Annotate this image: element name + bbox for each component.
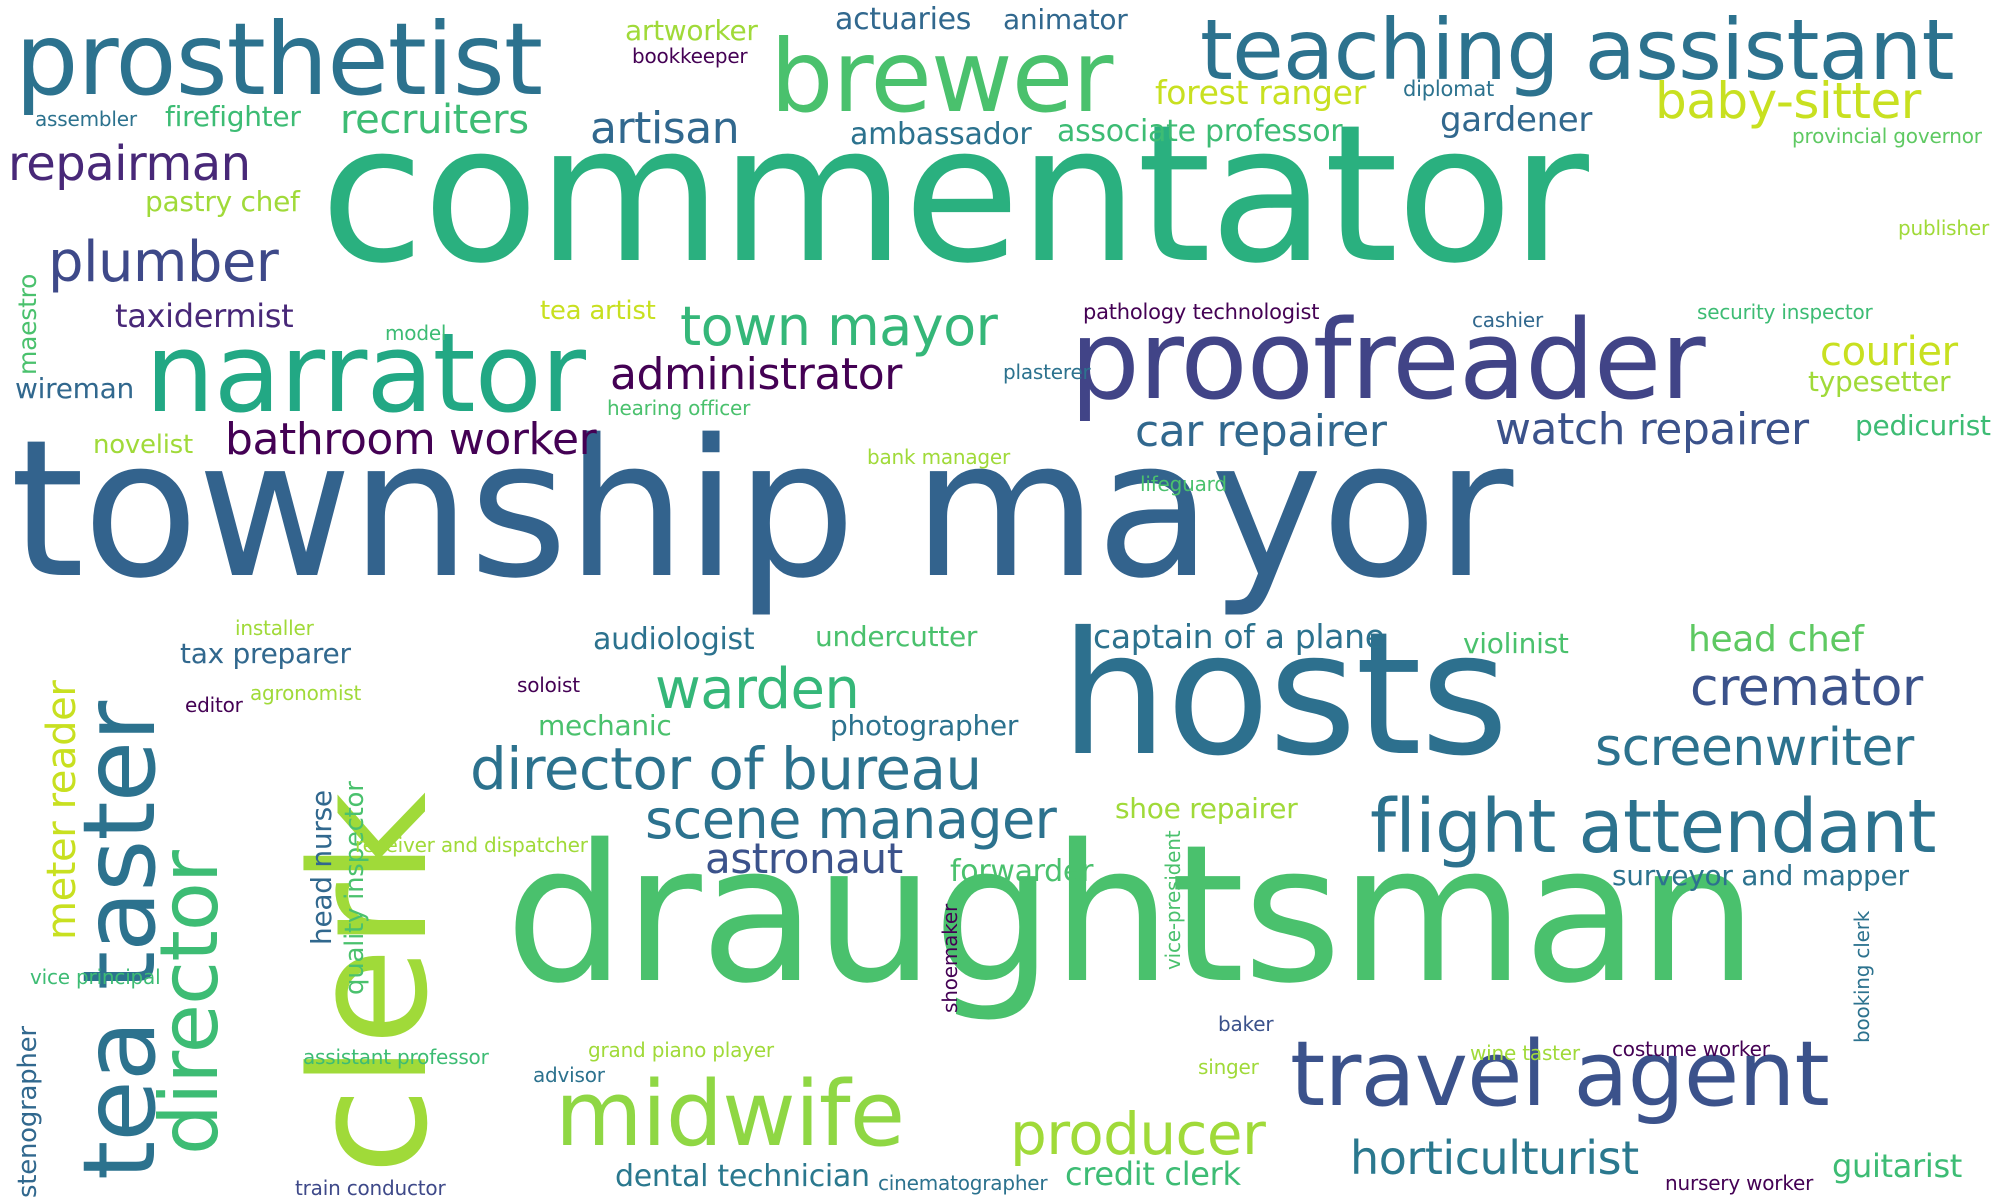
- word-receiver-and-dispatcher: receiver and dispatcher: [355, 833, 588, 857]
- word-novelist: novelist: [93, 430, 193, 460]
- word-pathology-technologist: pathology technologist: [1083, 300, 1320, 324]
- word-director: director: [143, 850, 236, 1155]
- word-head-chef: head chef: [1688, 619, 1864, 660]
- word-forest-ranger: forest ranger: [1155, 73, 1366, 112]
- word-undercutter: undercutter: [815, 620, 978, 653]
- word-plasterer: plasterer: [1003, 360, 1091, 384]
- word-proofreader: proofreader: [1070, 296, 1706, 424]
- word-actuaries: actuaries: [835, 2, 972, 37]
- word-bank-manager: bank manager: [867, 445, 1011, 469]
- word-township-mayor: township mayor: [10, 399, 1513, 620]
- word-bookkeeper: bookkeeper: [632, 44, 748, 68]
- word-mechanic: mechanic: [538, 709, 672, 742]
- word-advisor: advisor: [533, 1063, 605, 1087]
- word-commentator: commentator: [320, 84, 1589, 305]
- word-hosts: hosts: [1060, 596, 1509, 794]
- word-stenographer: stenographer: [13, 1026, 43, 1198]
- word-shoemaker: shoemaker: [938, 904, 962, 1013]
- word-soloist: soloist: [517, 673, 580, 697]
- word-cashier: cashier: [1472, 308, 1544, 332]
- word-baker: baker: [1218, 1012, 1274, 1036]
- word-cremator: cremator: [1690, 658, 1923, 718]
- word-tax-preparer: tax preparer: [180, 637, 351, 670]
- word-nursery-worker: nursery worker: [1665, 1171, 1814, 1195]
- word-head-nurse: head nurse: [305, 790, 338, 945]
- word-draughtsman: draughtsman: [505, 804, 1758, 1025]
- word-watch-repairer: watch repairer: [1495, 404, 1809, 455]
- word-editor: editor: [185, 693, 243, 717]
- word-diplomat: diplomat: [1403, 77, 1495, 101]
- word-artisan: artisan: [590, 103, 740, 154]
- word-baby-sitter: baby-sitter: [1655, 72, 1921, 130]
- word-violinist: violinist: [1463, 627, 1569, 660]
- word-hearing-officer: hearing officer: [607, 396, 751, 420]
- word-installer: installer: [235, 616, 314, 640]
- word-surveyor-and-mapper: surveyor and mapper: [1612, 859, 1909, 892]
- word-credit-clerk: credit clerk: [1065, 1155, 1241, 1193]
- word-costume-worker: costume worker: [1612, 1037, 1770, 1061]
- word-taxidermist: taxidermist: [115, 297, 294, 335]
- word-grand-piano-player: grand piano player: [588, 1038, 774, 1062]
- word-director-of-bureau: director of bureau: [470, 735, 982, 803]
- word-screenwriter: screenwriter: [1595, 718, 1914, 778]
- word-train-conductor: train conductor: [295, 1176, 446, 1200]
- word-repairman: repairman: [8, 136, 251, 192]
- word-audiologist: audiologist: [593, 622, 755, 657]
- word-cinematographer: cinematographer: [878, 1171, 1048, 1195]
- word-pastry-chef: pastry chef: [145, 185, 300, 218]
- word-typesetter: typesetter: [1808, 365, 1951, 398]
- word-guitarist: guitarist: [1832, 1147, 1963, 1185]
- word-midwife: midwife: [555, 1062, 905, 1167]
- word-teaching-assistant: teaching assistant: [1200, 1, 1955, 99]
- word-wine-taster: wine taster: [1470, 1041, 1580, 1065]
- word-shoe-repairer: shoe repairer: [1115, 792, 1298, 825]
- word-warden: warden: [655, 657, 860, 722]
- word-horticulturist: horticulturist: [1350, 1131, 1639, 1185]
- word-assembler: assembler: [35, 107, 137, 131]
- word-vice-principal: vice principal: [30, 965, 161, 989]
- word-meter-reader: meter reader: [39, 680, 85, 940]
- word-dental-technician: dental technician: [615, 1159, 870, 1194]
- word-assistant-professor: assistant professor: [303, 1045, 489, 1069]
- word-plumber: plumber: [48, 230, 279, 295]
- word-quality-inspector: quality inspector: [340, 781, 370, 995]
- word-courier: courier: [1820, 329, 1958, 375]
- word-maestro: maestro: [13, 273, 42, 375]
- word-astronaut: astronaut: [705, 834, 903, 883]
- word-associate-professor: associate professor: [1057, 114, 1343, 149]
- word-prosthetist: prosthetist: [15, 1, 543, 118]
- word-provincial-governor: provincial governor: [1792, 124, 1982, 148]
- word-forwarder: forwarder: [950, 854, 1094, 889]
- word-recruiters: recruiters: [340, 97, 529, 143]
- word-administrator: administrator: [610, 349, 902, 400]
- word-pedicurist: pedicurist: [1855, 409, 1991, 442]
- word-ambassador: ambassador: [850, 117, 1032, 152]
- word-scene-manager: scene manager: [645, 788, 1057, 851]
- word-singer: singer: [1198, 1055, 1259, 1079]
- word-town-mayor: town mayor: [680, 295, 998, 358]
- word-tea-artist: tea artist: [540, 296, 656, 326]
- word-flight-attendant: flight attendant: [1370, 784, 1937, 870]
- word-animator: animator: [1003, 3, 1128, 36]
- word-agronomist: agronomist: [250, 681, 362, 705]
- word-producer: producer: [1010, 1100, 1266, 1168]
- word-security-inspector: security inspector: [1697, 300, 1873, 324]
- word-lifeguard: lifeguard: [1140, 472, 1227, 496]
- word-narrator: narrator: [145, 309, 586, 437]
- word-artworker: artworker: [625, 14, 758, 47]
- word-captain-of-a-plane: captain of a plane: [1093, 617, 1385, 656]
- word-travel-agent: travel agent: [1290, 1022, 1830, 1127]
- word-photographer: photographer: [830, 709, 1019, 742]
- word-wireman: wireman: [15, 372, 135, 405]
- word-firefighter: firefighter: [165, 100, 301, 133]
- word-gardener: gardener: [1440, 100, 1593, 140]
- word-publisher: publisher: [1898, 216, 1990, 240]
- word-booking-clerk: booking clerk: [1850, 910, 1874, 1043]
- word-brewer: brewer: [770, 18, 1113, 135]
- word-vice-president: vice-president: [1161, 830, 1185, 970]
- word-car-repairer: car repairer: [1135, 406, 1387, 457]
- word-bathroom-worker: bathroom worker: [225, 414, 597, 465]
- word-model: model: [385, 321, 447, 345]
